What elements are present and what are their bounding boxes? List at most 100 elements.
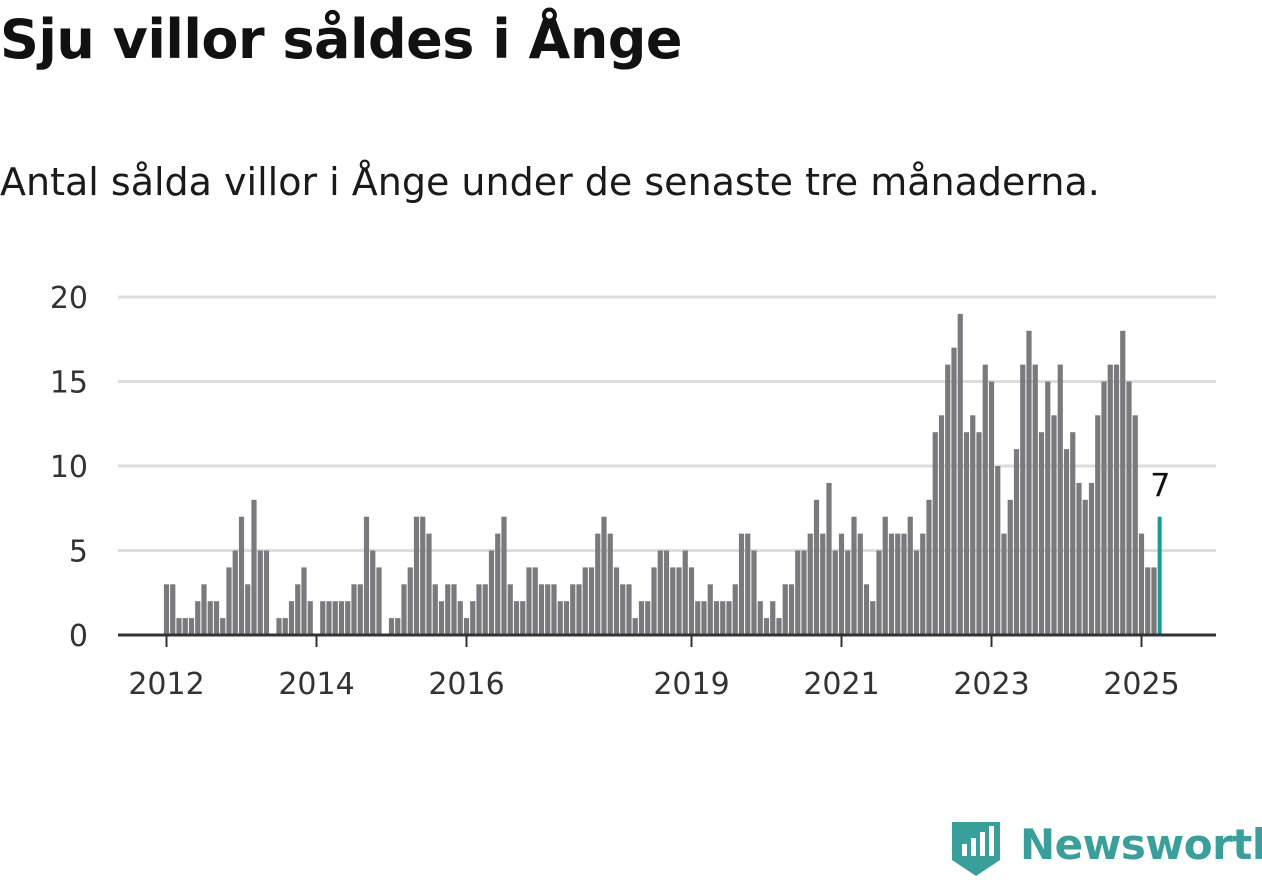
bar	[1120, 330, 1126, 635]
bar	[432, 584, 438, 635]
axes	[118, 633, 1216, 647]
bar	[176, 618, 182, 635]
bar	[926, 499, 932, 635]
bar-chart: 0 5 10 15 20 2012 2014 2016 2019 2021 2023 2025 7	[50, 281, 1216, 702]
bar	[445, 584, 451, 635]
bar	[826, 482, 832, 635]
bar	[901, 533, 907, 635]
bar	[995, 466, 1001, 635]
bar	[226, 567, 232, 635]
bar	[1007, 499, 1013, 635]
bar	[1151, 567, 1157, 635]
bar	[482, 584, 488, 635]
bar	[557, 601, 563, 635]
x-tick-label: 2019	[653, 667, 729, 702]
bar	[976, 432, 982, 635]
bar	[607, 533, 613, 635]
bar	[426, 533, 432, 635]
bar	[951, 347, 957, 635]
bar	[163, 584, 170, 635]
bar	[563, 601, 570, 635]
bars	[163, 313, 1162, 635]
bar	[232, 550, 238, 635]
axis-labels: 0 5 10 15 20 2012 2014 2016 2019 2021 2023 2025 7	[50, 281, 1180, 702]
bar	[632, 618, 638, 635]
bar	[1026, 330, 1032, 635]
bar	[882, 516, 888, 635]
bar	[651, 567, 657, 635]
bar	[588, 567, 595, 635]
bar	[188, 618, 195, 635]
bar	[213, 601, 220, 635]
bar	[407, 567, 413, 635]
bar	[288, 601, 295, 635]
bar	[863, 584, 870, 635]
bar	[782, 584, 788, 635]
bar	[620, 584, 626, 635]
bar	[488, 550, 495, 635]
bar	[1045, 381, 1051, 635]
bar	[1132, 415, 1138, 635]
y-tick-label: 0	[69, 619, 88, 654]
bar	[238, 516, 245, 635]
bar	[170, 584, 176, 635]
bar	[1088, 482, 1095, 635]
highlight-bar	[1157, 516, 1162, 635]
bar	[638, 601, 645, 635]
bar	[720, 601, 726, 635]
bar	[645, 601, 651, 635]
bar	[282, 618, 288, 635]
bar	[320, 601, 326, 635]
x-tick-label: 2023	[953, 667, 1029, 702]
bar	[701, 601, 707, 635]
bar	[626, 584, 632, 635]
bar	[963, 432, 970, 635]
bar	[438, 601, 445, 635]
bar	[870, 601, 876, 635]
bar	[895, 533, 901, 635]
bar	[807, 533, 813, 635]
bar	[970, 415, 976, 635]
bar	[1063, 449, 1070, 635]
bar	[376, 567, 382, 635]
bar	[245, 584, 251, 635]
bar	[851, 516, 857, 635]
bar	[457, 601, 463, 635]
bar	[726, 601, 732, 635]
bar	[757, 601, 763, 635]
bar	[570, 584, 576, 635]
bar	[1101, 381, 1107, 635]
grid-lines	[118, 295, 1216, 552]
bar	[332, 601, 338, 635]
bar	[388, 618, 395, 635]
bar	[301, 567, 307, 635]
bar	[576, 584, 582, 635]
y-tick-label: 15	[50, 366, 88, 401]
bar	[1145, 567, 1151, 635]
bar	[195, 601, 201, 635]
chart-title: Sju villor såldes i Ånge	[0, 8, 683, 71]
bar	[1138, 533, 1145, 635]
bar	[832, 550, 838, 635]
bar	[745, 533, 751, 635]
chart-subtitle: Antal sålda villor i Ånge under de senas…	[0, 160, 1100, 204]
bar	[420, 516, 426, 635]
bar	[688, 567, 695, 635]
bar	[1107, 364, 1113, 635]
bar	[888, 533, 895, 635]
highlight-value-label: 7	[1150, 467, 1170, 505]
bar	[307, 601, 313, 635]
brand-name: Newsworthy	[1020, 820, 1262, 869]
bar	[413, 516, 420, 635]
bar	[788, 584, 795, 635]
bar	[363, 516, 370, 635]
x-tick-label: 2012	[128, 667, 204, 702]
bar	[988, 381, 995, 635]
y-tick-label: 10	[50, 450, 88, 485]
x-tick-label: 2014	[278, 667, 354, 702]
x-tick-label: 2016	[428, 667, 504, 702]
bar-chart-badge-icon	[952, 822, 1000, 876]
bar	[801, 550, 807, 635]
bar	[595, 533, 601, 635]
bar	[401, 584, 407, 635]
